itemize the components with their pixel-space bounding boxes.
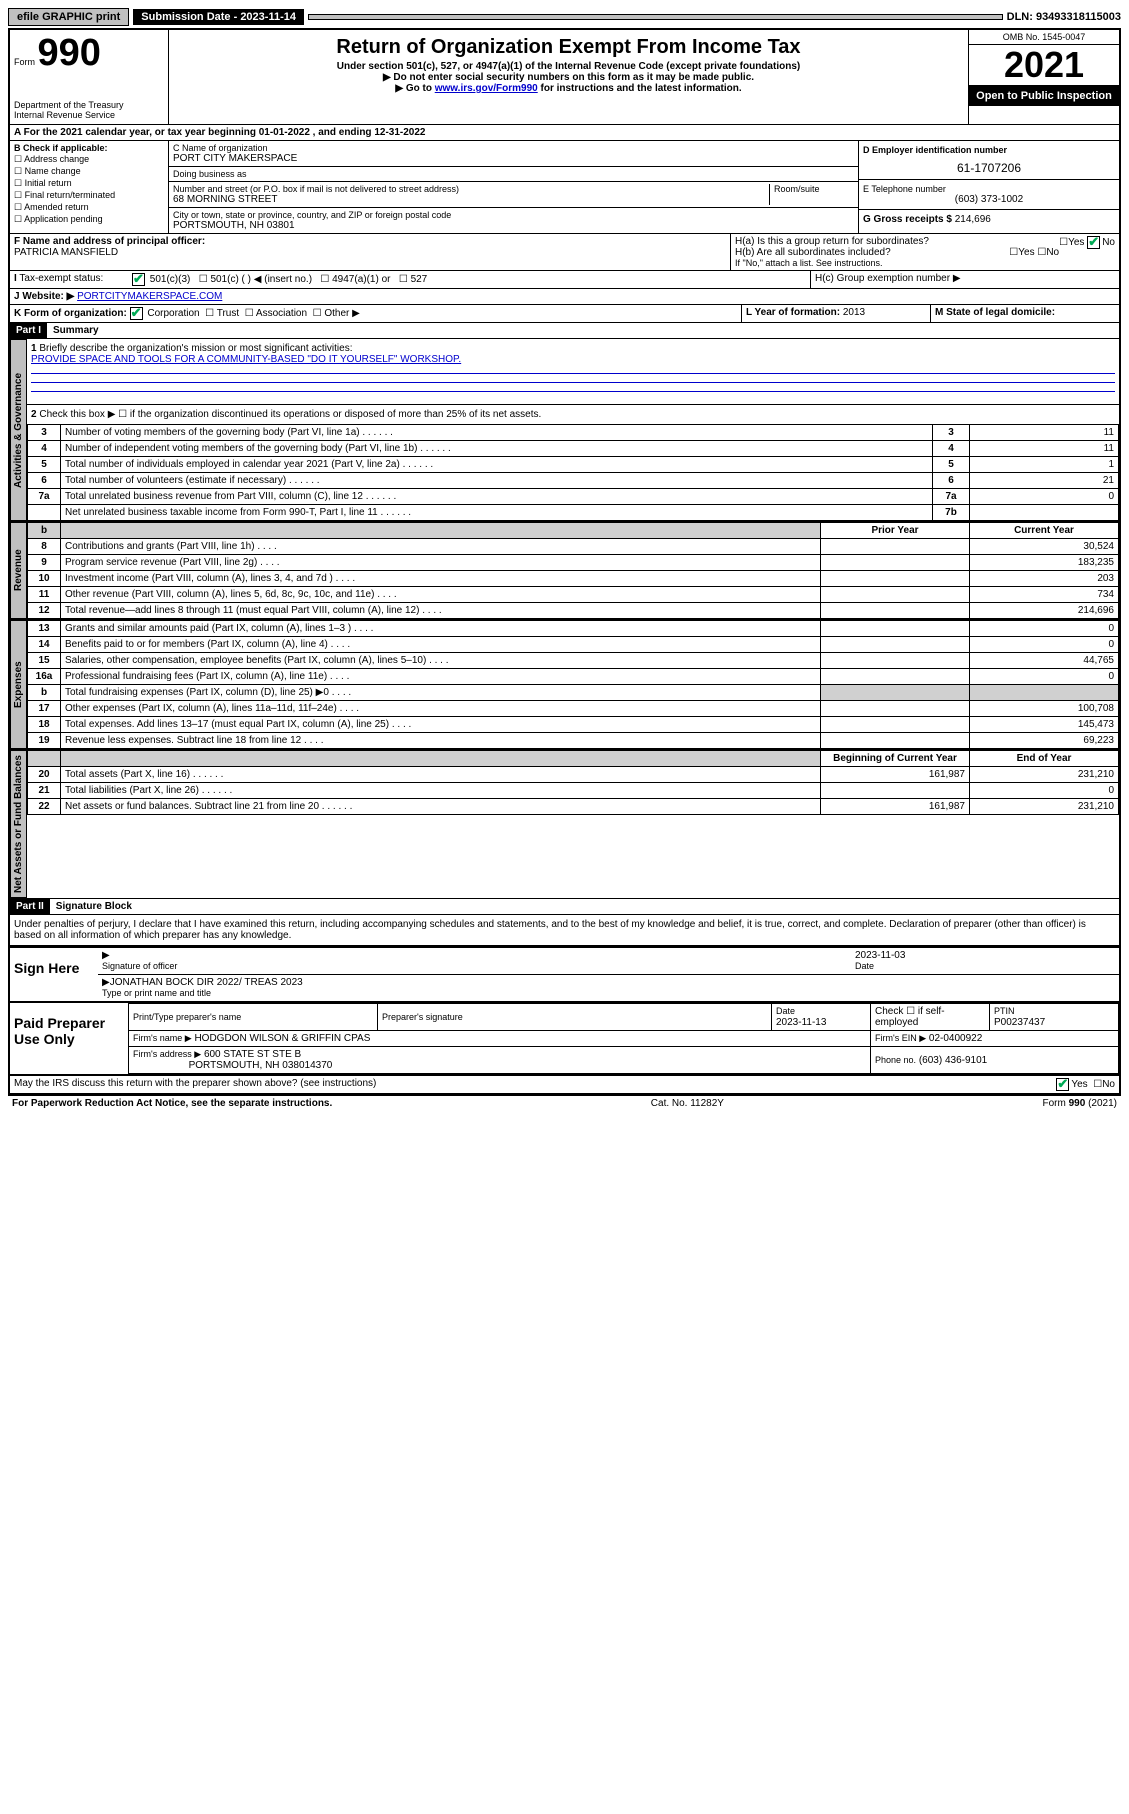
governance-table: 3Number of voting members of the governi…: [27, 424, 1119, 521]
row-a-tax-year: A For the 2021 calendar year, or tax yea…: [10, 125, 1119, 141]
501c3-checkbox[interactable]: [132, 273, 145, 286]
tax-year: 2021: [969, 45, 1119, 86]
discuss-question: May the IRS discuss this return with the…: [10, 1076, 1119, 1094]
officer-label: F Name and address of principal officer:: [14, 236, 205, 247]
efile-print-button[interactable]: efile GRAPHIC print: [8, 8, 129, 26]
sig-officer-label: Signature of officer: [102, 961, 177, 971]
top-bar: efile GRAPHIC print Submission Date - 20…: [8, 8, 1121, 26]
line1-label: Briefly describe the organization's miss…: [39, 343, 352, 354]
irs-link[interactable]: www.irs.gov/Form990: [435, 83, 538, 94]
hb-note: If "No," attach a list. See instructions…: [735, 258, 1115, 268]
chk-name-change[interactable]: ☐ Name change: [14, 166, 164, 177]
ha-row: H(a) Is this a group return for subordin…: [735, 236, 1115, 247]
form-container: Form 990 Department of the Treasury Inte…: [8, 28, 1121, 1096]
officer-name: PATRICIA MANSFIELD: [14, 247, 118, 258]
form-title: Return of Organization Exempt From Incom…: [173, 36, 964, 59]
goto-post: for instructions and the latest informat…: [541, 83, 742, 94]
ha-no-checkbox[interactable]: [1087, 236, 1100, 249]
city: PORTSMOUTH, NH 03801: [173, 220, 854, 231]
city-label: City or town, state or province, country…: [173, 210, 854, 220]
irs-label: Internal Revenue Service: [14, 110, 164, 120]
sign-here-label: Sign Here: [10, 948, 98, 1001]
submission-date: Submission Date - 2023-11-14: [133, 9, 304, 25]
paid-preparer-block: Paid Preparer Use Only Print/Type prepar…: [10, 1003, 1119, 1076]
ein: 61-1707206: [863, 161, 1115, 175]
row-fh: F Name and address of principal officer:…: [10, 234, 1119, 271]
form-subtitle-1: Under section 501(c), 527, or 4947(a)(1)…: [173, 61, 964, 72]
spacer-bar: [308, 14, 1003, 20]
form-subtitle-2: ▶ Do not enter social security numbers o…: [173, 72, 964, 83]
tel: (603) 373-1002: [863, 194, 1115, 205]
hb-row: H(b) Are all subordinates included? ☐Yes…: [735, 247, 1115, 258]
addr-label: Number and street (or P.O. box if mail i…: [173, 184, 769, 194]
row-i: I Tax-exempt status: 501(c)(3) ☐ 501(c) …: [10, 271, 1119, 289]
mission-text[interactable]: PROVIDE SPACE AND TOOLS FOR A COMMUNITY-…: [31, 354, 461, 365]
col-c: C Name of organization PORT CITY MAKERSP…: [169, 141, 858, 233]
expenses-table: 13Grants and similar amounts paid (Part …: [27, 620, 1119, 749]
netassets-table: Beginning of Current YearEnd of Year20To…: [27, 750, 1119, 815]
part-ii-header: Part II Signature Block: [10, 899, 1119, 915]
website-link[interactable]: PORTCITYMAKERSPACE.COM: [77, 291, 222, 302]
part-i-header: Part I Summary: [10, 323, 1119, 339]
org-name-label: C Name of organization: [173, 143, 854, 153]
addr: 68 MORNING STREET: [173, 194, 769, 205]
row-klm: K Form of organization: Corporation ☐ Tr…: [10, 305, 1119, 323]
ein-label: D Employer identification number: [863, 145, 1007, 155]
form-word: Form: [14, 57, 35, 67]
tel-label: E Telephone number: [863, 184, 1115, 194]
dln: DLN: 93493318115003: [1007, 11, 1121, 23]
row-k-label: K Form of organization:: [14, 308, 127, 319]
declaration-text: Under penalties of perjury, I declare th…: [10, 915, 1119, 946]
side-activities: Activities & Governance: [10, 339, 27, 521]
paid-preparer-label: Paid Preparer Use Only: [10, 1003, 128, 1074]
side-revenue: Revenue: [10, 522, 27, 619]
chk-final-return[interactable]: ☐ Final return/terminated: [14, 190, 164, 201]
room-suite-label: Room/suite: [769, 184, 854, 205]
row-m-label: M State of legal domicile:: [935, 307, 1055, 318]
discuss-yes-checkbox[interactable]: [1056, 1078, 1069, 1091]
row-j: J Website: ▶ PORTCITYMAKERSPACE.COM: [10, 289, 1119, 305]
line2-text: Check this box ▶ ☐ if the organization d…: [39, 409, 541, 420]
page-footer: For Paperwork Reduction Act Notice, see …: [8, 1096, 1121, 1111]
revenue-table: bPrior YearCurrent Year8Contributions an…: [27, 522, 1119, 619]
chk-address-change[interactable]: ☐ Address change: [14, 154, 164, 165]
col-b-label: B Check if applicable:: [14, 143, 108, 153]
hc-row: H(c) Group exemption number ▶: [810, 271, 1119, 288]
sig-name: JONATHAN BOCK DIR 2022/ TREAS 2023: [110, 977, 303, 988]
dba-label: Doing business as: [173, 169, 247, 179]
form-number: 990: [38, 32, 101, 74]
open-to-public: Open to Public Inspection: [969, 86, 1119, 106]
form-header: Form 990 Department of the Treasury Inte…: [10, 30, 1119, 125]
chk-application-pending[interactable]: ☐ Application pending: [14, 214, 164, 225]
side-netassets: Net Assets or Fund Balances: [10, 750, 27, 898]
form-subtitle-3: ▶ Go to www.irs.gov/Form990 for instruct…: [173, 83, 964, 94]
gross-receipts: 214,696: [955, 214, 991, 225]
corp-checkbox[interactable]: [130, 307, 143, 320]
side-expenses: Expenses: [10, 620, 27, 749]
gross-label: G Gross receipts $: [863, 214, 952, 225]
sign-here-block: Sign Here ▶Signature of officer 2023-11-…: [10, 946, 1119, 1003]
section-bcde: B Check if applicable: ☐ Address change …: [10, 141, 1119, 234]
sig-date: 2023-11-03: [855, 950, 905, 961]
org-name: PORT CITY MAKERSPACE: [173, 153, 854, 164]
chk-amended-return[interactable]: ☐ Amended return: [14, 202, 164, 213]
goto-pre: ▶ Go to: [395, 83, 434, 94]
chk-initial-return[interactable]: ☐ Initial return: [14, 178, 164, 189]
dept-treasury: Department of the Treasury: [14, 100, 164, 110]
col-b: B Check if applicable: ☐ Address change …: [10, 141, 169, 233]
col-de: D Employer identification number 61-1707…: [858, 141, 1119, 233]
omb-number: OMB No. 1545-0047: [969, 30, 1119, 45]
